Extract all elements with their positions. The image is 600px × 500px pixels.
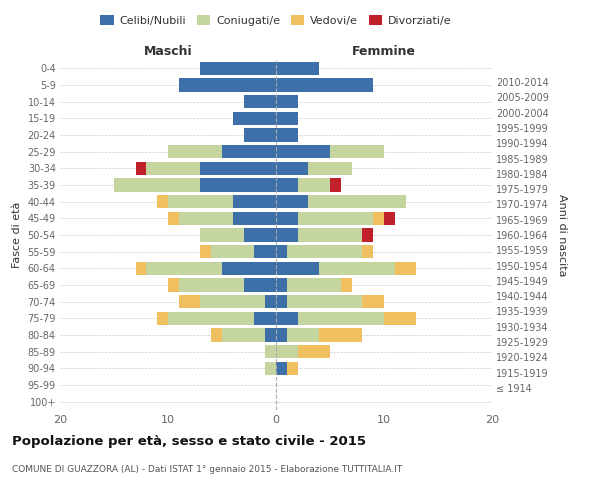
- Bar: [276, 195, 308, 208]
- Bar: [276, 262, 319, 275]
- Bar: [308, 162, 352, 175]
- Bar: [233, 195, 276, 208]
- Bar: [222, 145, 276, 158]
- Legend: Celibi/Nubili, Coniugati/e, Vedovi/e, Divorziati/e: Celibi/Nubili, Coniugati/e, Vedovi/e, Di…: [96, 10, 456, 30]
- Bar: [276, 128, 298, 141]
- Bar: [330, 178, 341, 192]
- Bar: [276, 112, 298, 125]
- Bar: [200, 62, 276, 75]
- Bar: [146, 162, 200, 175]
- Bar: [233, 112, 276, 125]
- Bar: [276, 295, 287, 308]
- Bar: [276, 162, 308, 175]
- Text: COMUNE DI GUAZZORA (AL) - Dati ISTAT 1° gennaio 2015 - Elaborazione TUTTITALIA.I: COMUNE DI GUAZZORA (AL) - Dati ISTAT 1° …: [12, 465, 402, 474]
- Bar: [276, 145, 330, 158]
- Bar: [179, 212, 233, 225]
- Bar: [179, 278, 244, 291]
- Bar: [114, 178, 200, 192]
- Bar: [254, 245, 276, 258]
- Bar: [244, 95, 276, 108]
- Bar: [276, 178, 298, 192]
- Bar: [168, 212, 179, 225]
- Bar: [298, 345, 330, 358]
- Bar: [222, 262, 276, 275]
- Bar: [276, 278, 287, 291]
- Bar: [254, 312, 276, 325]
- Bar: [265, 328, 276, 342]
- Bar: [276, 245, 287, 258]
- Bar: [233, 212, 276, 225]
- Bar: [341, 278, 352, 291]
- Bar: [276, 228, 298, 241]
- Bar: [200, 245, 211, 258]
- Bar: [308, 195, 406, 208]
- Bar: [384, 312, 416, 325]
- Bar: [298, 212, 373, 225]
- Bar: [179, 78, 276, 92]
- Bar: [287, 362, 298, 375]
- Y-axis label: Fasce di età: Fasce di età: [12, 202, 22, 268]
- Bar: [276, 362, 287, 375]
- Bar: [265, 362, 276, 375]
- Text: Maschi: Maschi: [143, 44, 193, 58]
- Bar: [319, 262, 395, 275]
- Bar: [298, 312, 384, 325]
- Text: Femmine: Femmine: [352, 44, 416, 58]
- Bar: [298, 228, 362, 241]
- Bar: [200, 228, 244, 241]
- Bar: [276, 345, 298, 358]
- Bar: [276, 78, 373, 92]
- Bar: [200, 162, 276, 175]
- Bar: [287, 295, 362, 308]
- Bar: [168, 145, 222, 158]
- Bar: [244, 278, 276, 291]
- Bar: [395, 262, 416, 275]
- Bar: [287, 245, 362, 258]
- Bar: [146, 262, 222, 275]
- Bar: [136, 162, 146, 175]
- Bar: [276, 312, 298, 325]
- Bar: [136, 262, 146, 275]
- Y-axis label: Anni di nascita: Anni di nascita: [557, 194, 568, 276]
- Bar: [276, 212, 298, 225]
- Bar: [244, 128, 276, 141]
- Bar: [384, 212, 395, 225]
- Text: Popolazione per età, sesso e stato civile - 2015: Popolazione per età, sesso e stato civil…: [12, 435, 366, 448]
- Bar: [168, 195, 233, 208]
- Bar: [373, 212, 384, 225]
- Bar: [265, 295, 276, 308]
- Bar: [157, 195, 168, 208]
- Bar: [287, 328, 319, 342]
- Bar: [200, 178, 276, 192]
- Bar: [362, 228, 373, 241]
- Bar: [265, 345, 276, 358]
- Bar: [168, 278, 179, 291]
- Bar: [287, 278, 341, 291]
- Bar: [244, 228, 276, 241]
- Bar: [211, 245, 254, 258]
- Bar: [222, 328, 265, 342]
- Bar: [276, 328, 287, 342]
- Bar: [211, 328, 222, 342]
- Bar: [276, 95, 298, 108]
- Bar: [330, 145, 384, 158]
- Bar: [168, 312, 254, 325]
- Bar: [200, 295, 265, 308]
- Bar: [157, 312, 168, 325]
- Bar: [298, 178, 330, 192]
- Bar: [319, 328, 362, 342]
- Bar: [179, 295, 200, 308]
- Bar: [276, 62, 319, 75]
- Bar: [362, 245, 373, 258]
- Bar: [362, 295, 384, 308]
